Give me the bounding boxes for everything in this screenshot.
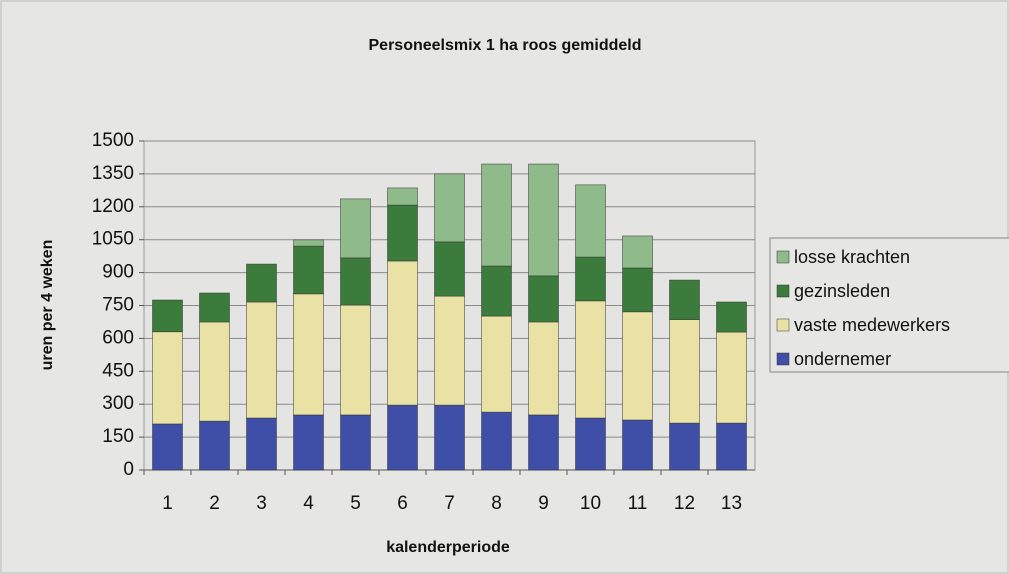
bar-segment — [528, 321, 559, 416]
bar-segment — [669, 319, 700, 424]
bar-segment — [152, 299, 183, 333]
bar-segment — [152, 331, 183, 425]
x-tick-label: 13 — [721, 493, 742, 514]
x-tick-label: 4 — [303, 493, 314, 514]
x-tick-label: 8 — [491, 493, 502, 514]
x-tick-label: 6 — [397, 493, 408, 514]
bar-segment — [387, 404, 418, 471]
y-tick-label: 750 — [102, 295, 134, 316]
bar-segment — [434, 173, 465, 243]
bar-segment — [669, 422, 700, 471]
bar-segment — [575, 184, 606, 258]
x-tick-label: 11 — [628, 493, 648, 514]
bar-segment — [434, 404, 465, 471]
bar-segment — [387, 187, 418, 206]
y-tick-label: 1350 — [92, 163, 134, 184]
bar-segment — [481, 163, 512, 267]
bar-segment — [481, 411, 512, 471]
bar-segment — [481, 315, 512, 413]
bar-segment — [152, 423, 183, 471]
bar-segment — [481, 265, 512, 317]
bar-segment — [246, 301, 277, 419]
legend-swatch — [776, 352, 790, 366]
bar-segment — [575, 300, 606, 419]
bar-segment — [622, 419, 653, 471]
x-tick-label: 9 — [538, 493, 549, 514]
y-tick-label: 1200 — [92, 196, 134, 217]
bar-segment — [716, 422, 747, 471]
bar-segment — [199, 292, 230, 323]
bar-segment — [528, 163, 559, 277]
y-tick-label: 300 — [102, 393, 134, 414]
x-tick-label: 2 — [209, 493, 220, 514]
bar-segment — [434, 241, 465, 297]
bar-segment — [340, 198, 371, 259]
bar-segment — [340, 414, 371, 471]
x-axis-label: kalenderperiode — [386, 539, 510, 556]
bar-segment — [528, 414, 559, 471]
x-tick-label: 1 — [162, 493, 173, 514]
x-tick-label: 5 — [350, 493, 361, 514]
x-tick-label: 12 — [674, 493, 695, 514]
bar-segment — [575, 256, 606, 302]
bar-segment — [387, 204, 418, 262]
y-tick-label: 0 — [123, 459, 134, 480]
legend-swatch — [776, 250, 790, 264]
y-tick-label: 450 — [102, 360, 134, 381]
bar-segment — [340, 304, 371, 416]
y-tick-label: 1050 — [92, 229, 134, 250]
bar-segment — [199, 420, 230, 471]
legend-label: gezinsleden — [794, 281, 890, 301]
bar-segment — [246, 263, 277, 303]
chart-title: Personeelsmix 1 ha roos gemiddeld — [369, 37, 642, 54]
x-tick-label: 3 — [256, 493, 267, 514]
legend-swatch — [776, 318, 790, 332]
bar-segment — [387, 260, 418, 406]
bar-segment — [716, 301, 747, 333]
legend-label: losse krachten — [794, 247, 910, 267]
bar-segment — [528, 275, 559, 323]
bar-segment — [622, 311, 653, 421]
bar-segment — [669, 279, 700, 320]
y-axis-label: uren per 4 weken — [39, 240, 56, 371]
y-tick-label: 1500 — [92, 130, 134, 151]
bar-segment — [340, 257, 371, 306]
bar-segment — [293, 239, 324, 247]
bar-segment — [246, 417, 277, 471]
bar-segment — [199, 321, 230, 422]
bar-segment — [293, 245, 324, 295]
legend-box — [769, 237, 1009, 373]
bar-segment — [434, 295, 465, 406]
legend-swatch — [776, 284, 790, 298]
bar-segment — [293, 293, 324, 416]
bar-segment — [622, 267, 653, 313]
y-tick-label: 900 — [102, 262, 134, 283]
bar-segment — [622, 235, 653, 269]
bar-segment — [293, 414, 324, 471]
bar-segment — [575, 417, 606, 471]
x-tick-label: 7 — [444, 493, 455, 514]
y-tick-label: 150 — [102, 426, 134, 447]
x-tick-label: 10 — [580, 493, 601, 514]
bar-segment — [716, 331, 747, 424]
y-tick-label: 600 — [102, 327, 134, 348]
legend-label: ondernemer — [794, 349, 891, 369]
legend-label: vaste medewerkers — [794, 315, 950, 335]
